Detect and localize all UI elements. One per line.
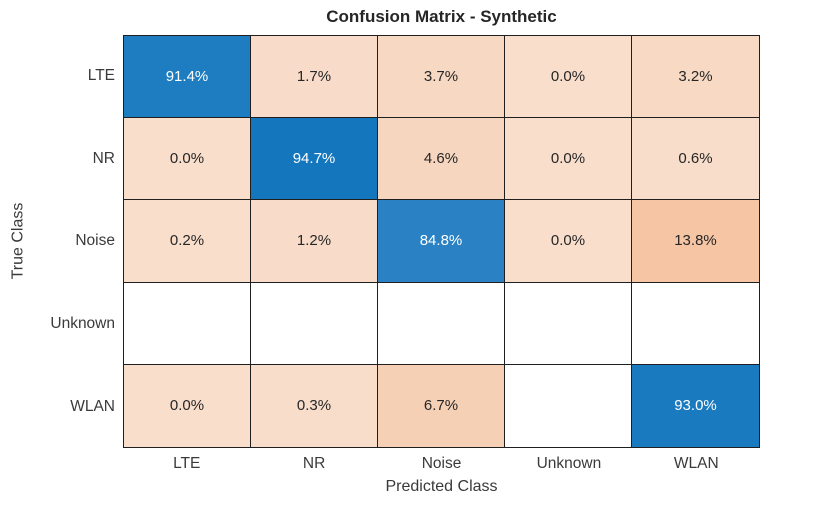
matrix-cell-NR-NR: 94.7% (251, 118, 378, 201)
y-tick-lte: LTE (87, 67, 115, 85)
matrix-cell-Noise-WLAN: 13.8% (632, 200, 759, 283)
matrix-cell-Unknown-WLAN (632, 282, 759, 365)
matrix-cell-NR-LTE: 0.0% (124, 118, 251, 201)
x-tick-wlan: WLAN (673, 455, 719, 472)
matrix-cell-NR-Unknown: 0.0% (505, 118, 632, 201)
matrix-cell-LTE-NR: 1.7% (251, 36, 378, 119)
matrix-cell-NR-Noise: 4.6% (378, 118, 505, 201)
y-tick-unknown: Unknown (50, 315, 115, 333)
matrix-cell-Noise-NR: 1.2% (251, 200, 378, 283)
x-tick-unknown: Unknown (536, 455, 602, 472)
matrix-cell-LTE-Unknown: 0.0% (505, 36, 632, 119)
x-tick-noise: Noise (421, 455, 462, 472)
matrix-cell-LTE-Noise: 3.7% (378, 36, 505, 119)
confusion-matrix-grid: 91.4% 1.7% 3.7% 0.0% 3.2% 0.0% 94.7% 4.6% 0.0% 0.… (123, 35, 760, 448)
matrix-cell-Unknown-Noise (378, 282, 505, 365)
x-tick-labels: LTE NR Noise Unknown WLAN (123, 452, 760, 476)
matrix-cell-WLAN-Unknown (505, 364, 632, 447)
matrix-cell-Noise-Noise: 84.8% (378, 200, 505, 283)
y-tick-nr: NR (92, 149, 115, 167)
x-axis-label: Predicted Class (385, 478, 498, 495)
matrix-cell-Unknown-NR (251, 282, 378, 365)
matrix-cell-WLAN-Noise: 6.7% (378, 364, 505, 447)
matrix-cell-Noise-Unknown: 0.0% (505, 200, 632, 283)
matrix-cell-NR-WLAN: 0.6% (632, 118, 759, 201)
matrix-cell-LTE-LTE: 91.4% (124, 36, 251, 119)
matrix-cell-Unknown-LTE (124, 282, 251, 365)
x-tick-nr: NR (302, 455, 326, 472)
y-tick-noise: Noise (75, 232, 115, 250)
chart-title: Confusion Matrix - Synthetic (326, 7, 557, 26)
matrix-cell-LTE-WLAN: 3.2% (632, 36, 759, 119)
matrix-cell-Noise-LTE: 0.2% (124, 200, 251, 283)
matrix-cell-WLAN-LTE: 0.0% (124, 364, 251, 447)
matrix-cell-WLAN-NR: 0.3% (251, 364, 378, 447)
matrix-cell-WLAN-WLAN: 93.0% (632, 364, 759, 447)
y-tick-wlan: WLAN (70, 397, 115, 415)
y-tick-labels: LTE NR Noise Unknown WLAN (0, 35, 115, 448)
matrix-cell-Unknown-Unknown (505, 282, 632, 365)
x-tick-lte: LTE (173, 455, 201, 472)
